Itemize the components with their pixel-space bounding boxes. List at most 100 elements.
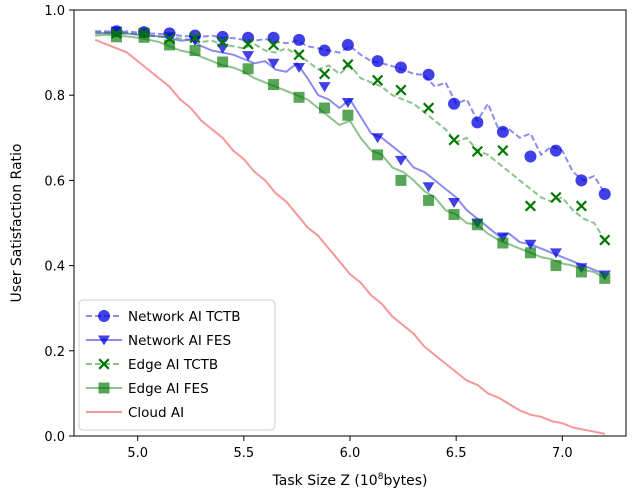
legend-label: Network AI FES xyxy=(128,333,231,349)
series-marker-edge-ai-tctb xyxy=(524,200,537,212)
series-marker-edge-ai-fes xyxy=(524,247,536,259)
series-edge-ai-tctb xyxy=(95,27,611,246)
series-marker-edge-ai-tctb-stroke xyxy=(189,32,201,44)
series-marker-edge-ai-fes xyxy=(189,44,201,56)
series-marker-network-ai-fes xyxy=(448,198,461,208)
series-line-edge-ai-fes xyxy=(95,33,606,280)
series-marker-edge-ai-tctb-stroke xyxy=(217,36,229,48)
series-marker-edge-ai-tctb xyxy=(422,102,435,114)
series-marker-network-ai-fes xyxy=(549,248,562,259)
series-marker-network-ai-tctb xyxy=(341,38,354,51)
series-marker-edge-ai-tctb-stroke xyxy=(422,102,435,114)
series-marker-network-ai-tctb xyxy=(394,61,407,74)
series-marker-edge-ai-fes xyxy=(448,208,460,220)
y-tick-label: 0.6 xyxy=(44,174,65,189)
series-marker-network-ai-tctb xyxy=(448,97,461,110)
legend-item-network-ai-fes: Network AI FES xyxy=(86,333,231,349)
series-marker-network-ai-tctb xyxy=(575,174,588,187)
legend-marker xyxy=(98,310,110,322)
series-marker-edge-ai-fes xyxy=(110,31,122,43)
series-marker-edge-ai-tctb-stroke xyxy=(550,191,562,204)
series-layer xyxy=(94,25,611,435)
series-marker-edge-ai-tctb-stroke xyxy=(342,58,354,71)
x-axis-label-suffix: bytes) xyxy=(383,473,427,489)
series-marker-edge-ai-fes xyxy=(138,31,150,43)
series-marker-edge-ai-fes xyxy=(372,149,384,161)
series-marker-network-ai-fes xyxy=(496,232,509,243)
series-marker-edge-ai-tctb xyxy=(372,74,384,86)
x-axis-label: Task Size Z (108bytes) xyxy=(272,472,428,489)
series-marker-edge-ai-tctb-stroke xyxy=(372,74,384,86)
axis-ticks: 5.0 5.5 6.0 6.5 7.0 0.0 0.2 0.4 0.6 0.8 1.0 xyxy=(44,4,572,461)
series-marker-edge-ai-tctb-stroke xyxy=(293,49,305,61)
series-marker-edge-ai-tctb xyxy=(471,145,483,158)
series-marker-edge-ai-tctb xyxy=(189,32,201,44)
legend-label: Cloud AI xyxy=(128,405,184,421)
series-marker-edge-ai-tctb xyxy=(550,191,562,204)
y-axis-label: User Satisfaction Ratio xyxy=(9,144,25,303)
series-marker-edge-ai-tctb-stroke xyxy=(448,134,460,146)
series-marker-edge-ai-tctb xyxy=(599,234,611,246)
series-marker-network-ai-fes xyxy=(422,182,435,193)
legend-item-edge-ai-fes: Edge AI FES xyxy=(86,381,209,397)
legend-label: Edge AI TCTB xyxy=(128,357,218,373)
series-marker-network-ai-tctb xyxy=(422,68,435,81)
series-marker-network-ai-tctb xyxy=(524,150,537,163)
series-line-cloud-ai xyxy=(94,38,606,435)
x-axis-label-main: Task Size Z (10 xyxy=(272,473,378,489)
y-tick-label: 0.8 xyxy=(44,89,65,104)
x-tick-label: 6.0 xyxy=(340,446,361,461)
series-marker-network-ai-tctb xyxy=(471,116,484,129)
series-marker-edge-ai-tctb xyxy=(318,68,331,80)
series-marker-edge-ai-tctb xyxy=(395,84,407,96)
y-tick-label: 0.2 xyxy=(44,345,65,360)
y-tick-label: 1.0 xyxy=(44,4,65,19)
series-marker-network-ai-fes xyxy=(341,97,354,108)
series-marker-edge-ai-tctb-stroke xyxy=(395,84,407,96)
series-marker-network-ai-tctb xyxy=(242,31,255,44)
series-marker-edge-ai-tctb xyxy=(575,200,587,212)
legend-marker xyxy=(98,335,110,346)
series-marker-edge-ai-tctb-stroke xyxy=(497,145,509,157)
legend-box xyxy=(78,299,276,431)
x-tick-label: 7.0 xyxy=(552,446,573,461)
x-tick-label: 5.5 xyxy=(234,446,255,461)
series-marker-edge-ai-tctb xyxy=(242,38,254,50)
series-marker-network-ai-fes xyxy=(267,58,280,69)
x-tick-label: 5.0 xyxy=(127,446,148,461)
legend: Network AI TCTB Network AI FES Edge AI TCT… xyxy=(78,299,276,431)
series-marker-edge-ai-fes xyxy=(395,174,407,186)
legend-marker xyxy=(98,358,110,370)
series-marker-network-ai-tctb xyxy=(496,125,509,138)
series-marker-network-ai-fes xyxy=(242,51,255,61)
series-marker-network-ai-fes xyxy=(371,133,384,144)
series-marker-edge-ai-tctb-stroke xyxy=(242,38,254,50)
series-marker-edge-ai-tctb-stroke xyxy=(524,200,537,212)
series-marker-network-ai-fes xyxy=(524,239,537,250)
legend-label: Edge AI FES xyxy=(128,381,209,397)
series-marker-network-ai-tctb xyxy=(371,55,384,68)
series-marker-edge-ai-fes xyxy=(550,260,562,272)
legend-item-network-ai-tctb: Network AI TCTB xyxy=(86,309,241,325)
series-marker-edge-ai-fes xyxy=(471,219,483,231)
series-marker-edge-ai-tctb-stroke xyxy=(267,39,280,51)
series-marker-edge-ai-fes xyxy=(319,102,331,114)
series-marker-network-ai-fes xyxy=(189,36,202,47)
series-marker-edge-ai-fes xyxy=(164,39,176,51)
y-tick-label: 0.4 xyxy=(44,260,65,275)
series-marker-edge-ai-tctb xyxy=(217,36,229,48)
legend-item-edge-ai-tctb: Edge AI TCTB xyxy=(86,357,218,373)
series-marker-edge-ai-fes xyxy=(342,109,354,121)
series-marker-edge-ai-fes xyxy=(242,63,254,75)
legend-marker xyxy=(98,382,110,394)
series-cloud-ai xyxy=(94,38,606,435)
series-marker-network-ai-fes xyxy=(293,63,306,73)
series-marker-edge-ai-tctb-stroke xyxy=(471,145,483,158)
series-marker-network-ai-tctb xyxy=(293,33,306,46)
series-marker-edge-ai-tctb xyxy=(267,39,280,51)
series-marker-edge-ai-fes xyxy=(217,56,229,68)
series-marker-network-ai-fes xyxy=(394,155,407,166)
series-marker-edge-ai-fes xyxy=(497,237,509,249)
